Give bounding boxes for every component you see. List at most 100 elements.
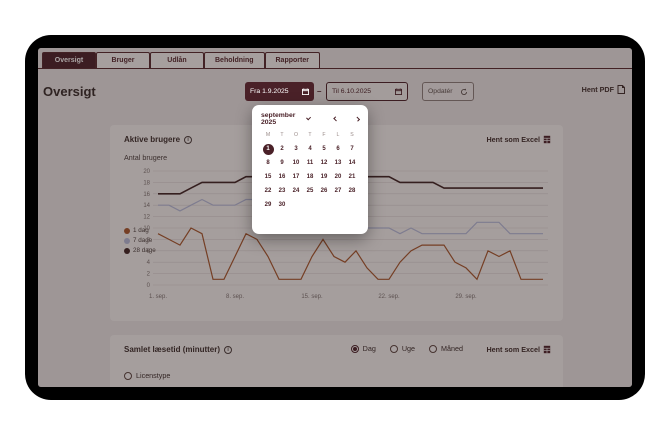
update-label: Opdatér [428, 88, 453, 95]
tab-oversigt[interactable]: Oversigt [42, 52, 96, 68]
radio-dag-circle[interactable] [350, 344, 359, 353]
legend-dot [124, 247, 130, 254]
legend-item: 7 dage [124, 237, 156, 244]
calendar-day[interactable]: 9 [280, 160, 284, 166]
tab-bar: Oversigt Bruger Udlån Beholdning Rapporter [38, 52, 632, 69]
chevron-right-icon[interactable] [354, 116, 360, 122]
calendar-day[interactable]: 1 [261, 142, 275, 156]
download-pdf-button[interactable]: Hent PDF [582, 85, 625, 94]
calendar-day[interactable]: 27 [334, 188, 342, 194]
update-button[interactable]: Opdatér [422, 82, 474, 101]
svg-text:10: 10 [143, 226, 150, 232]
calendar-weekday: S [350, 132, 354, 138]
calendar-day[interactable]: 17 [292, 174, 300, 180]
y-axis-title: Antal brugere [124, 153, 168, 162]
reading-time-title: Samlet læsetid (minutter) [124, 345, 221, 354]
calendar-weekday: T [308, 132, 312, 138]
date-to-button[interactable]: Til 6.10.2025 [326, 82, 408, 101]
excel-download-button[interactable]: Hent som Excel [486, 135, 551, 144]
chevron-down-icon[interactable] [306, 115, 312, 121]
calendar-icon [302, 88, 309, 95]
calendar-day[interactable]: 12 [320, 160, 328, 166]
active-users-title: Aktive brugere [124, 135, 181, 144]
svg-text:20: 20 [143, 169, 150, 175]
legend-dot [124, 227, 130, 234]
calendar-day[interactable]: 11 [306, 160, 314, 166]
calendar-day[interactable]: 28 [348, 188, 356, 194]
calendar-icon [395, 88, 402, 95]
pdf-file-icon [617, 85, 625, 94]
calendar-day-grid: 1 2 3 4 5 6 7 8 9 10 11 12 13 14 15 16 17 18 19 20 21 22 23 24 2… [261, 142, 359, 212]
info-icon[interactable]: i [184, 135, 193, 144]
legend-item: 28 dage [124, 247, 156, 254]
svg-text:29. sep.: 29. sep. [455, 294, 477, 300]
calendar-day[interactable]: 26 [320, 188, 328, 194]
date-range-separator: – [317, 87, 322, 96]
tab-beholdning[interactable]: Beholdning [204, 52, 265, 68]
svg-text:4: 4 [147, 260, 151, 266]
svg-text:2: 2 [147, 272, 151, 278]
svg-text:8. sep.: 8. sep. [226, 294, 244, 300]
calendar-day[interactable]: 7 [350, 146, 354, 152]
excel-icon [543, 345, 551, 354]
chevron-left-icon[interactable] [333, 116, 339, 122]
radio-licenstype-circle[interactable] [124, 371, 132, 380]
calendar-day[interactable]: 21 [348, 174, 356, 180]
svg-text:15. sep.: 15. sep. [301, 294, 323, 300]
calendar-day[interactable]: 2 [280, 146, 284, 152]
tab-rapporter[interactable]: Rapporter [264, 52, 320, 68]
calendar-day[interactable]: 5 [322, 146, 326, 152]
calendar-day[interactable]: 23 [278, 188, 286, 194]
calendar-month-selector[interactable]: september 2025 [261, 112, 296, 126]
calendar-day[interactable]: 18 [306, 174, 314, 180]
radio-maaned[interactable]: Måned [429, 344, 463, 353]
date-to-label: Til 6.10.2025 [332, 88, 372, 95]
calendar-day[interactable]: 22 [264, 188, 272, 194]
tab-bruger[interactable]: Bruger [96, 52, 150, 68]
radio-maaned-circle[interactable] [429, 344, 438, 353]
calendar-day[interactable]: 3 [294, 146, 298, 152]
calendar-day[interactable]: 4 [308, 146, 312, 152]
svg-text:6: 6 [147, 249, 151, 255]
calendar-day[interactable]: 16 [278, 174, 286, 180]
tab-udl-n[interactable]: Udlån [150, 52, 204, 68]
legend-item: 1 dag [124, 227, 156, 234]
legend-dot [124, 237, 130, 244]
period-options: Dag Uge Måned [350, 344, 463, 353]
calendar-day[interactable]: 19 [320, 174, 328, 180]
calendar-weekday: O [293, 132, 299, 138]
info-icon[interactable]: i [224, 345, 233, 354]
calendar-day[interactable]: 6 [336, 146, 340, 152]
excel-download-label: Hent som Excel [486, 345, 540, 354]
svg-text:0: 0 [147, 283, 151, 289]
calendar-day[interactable]: 10 [292, 160, 300, 166]
app-screen: Oversigt Bruger Udlån Beholdning Rapporter O… [38, 48, 632, 387]
chart-legend: 1 dag 7 dage 28 dage [124, 227, 156, 254]
radio-uge-circle[interactable] [389, 344, 398, 353]
excel-download-button[interactable]: Hent som Excel [486, 345, 551, 354]
calendar-day[interactable]: 25 [306, 188, 314, 194]
radio-licenstype[interactable]: Licenstype [124, 371, 170, 380]
window-frame: Oversigt Bruger Udlån Beholdning Rapporter O… [25, 35, 645, 400]
calendar-day[interactable]: 15 [264, 174, 272, 180]
date-from-button[interactable]: Fra 1.9.2025 [245, 82, 314, 101]
excel-icon [543, 135, 551, 144]
calendar-day[interactable]: 13 [334, 160, 342, 166]
refresh-icon [461, 87, 468, 95]
calendar-weekday: T [280, 132, 284, 138]
calendar-day[interactable]: 20 [334, 174, 342, 180]
calendar-day[interactable]: 29 [264, 202, 272, 208]
download-pdf-label: Hent PDF [581, 85, 614, 94]
svg-text:1. sep.: 1. sep. [149, 294, 167, 300]
calendar-day[interactable]: 30 [278, 202, 286, 208]
calendar-weekday: F [322, 132, 326, 138]
radio-uge[interactable]: Uge [389, 344, 415, 353]
calendar-day[interactable]: 8 [266, 160, 270, 166]
calendar-day[interactable]: 24 [292, 188, 300, 194]
radio-dag[interactable]: Dag [350, 344, 376, 353]
svg-text:16: 16 [143, 192, 150, 198]
calendar-day[interactable]: 14 [348, 160, 356, 166]
date-from-label: Fra 1.9.2025 [250, 88, 289, 95]
